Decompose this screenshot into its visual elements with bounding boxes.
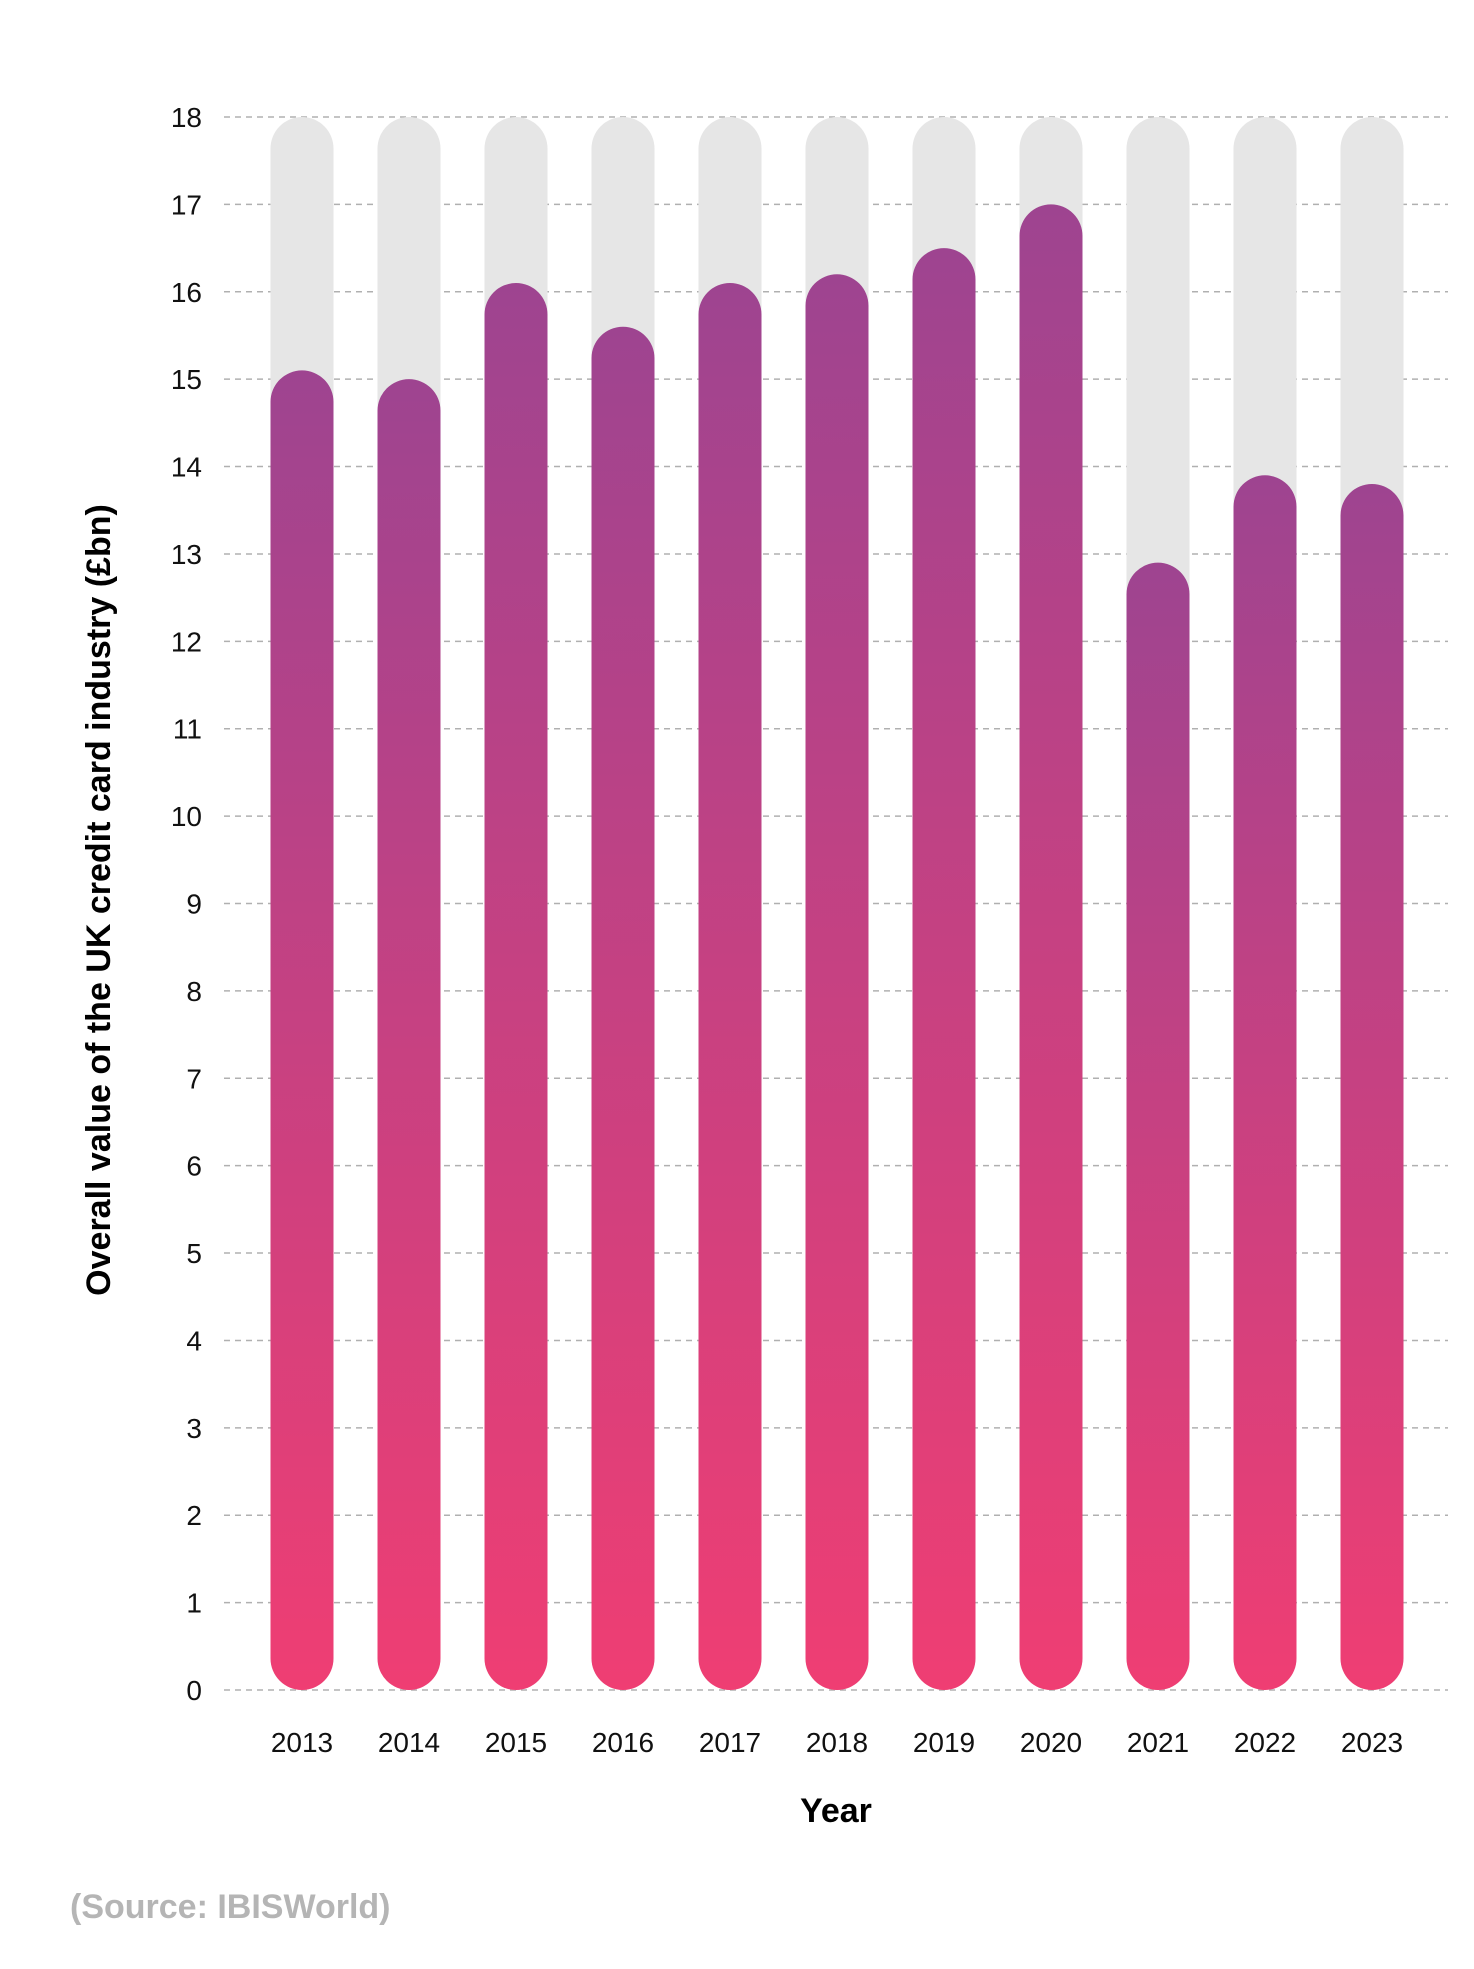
y-tick-label: 7	[186, 1063, 202, 1094]
y-tick-label: 18	[171, 102, 202, 133]
y-tick-label: 16	[171, 277, 202, 308]
y-tick-label: 8	[186, 976, 202, 1007]
y-tick-label: 1	[186, 1588, 202, 1619]
x-tick-label: 2022	[1234, 1727, 1296, 1758]
bar-2020	[1019, 204, 1083, 1690]
y-tick-label: 2	[186, 1500, 202, 1531]
bar-2022	[1233, 475, 1297, 1691]
y-tick-label: 5	[186, 1238, 202, 1269]
x-tick-label: 2019	[913, 1727, 975, 1758]
x-tick-label: 2021	[1127, 1727, 1189, 1758]
y-axis-title: Overall value of the UK credit card indu…	[80, 504, 118, 1296]
y-tick-label: 9	[186, 889, 202, 920]
source-note: (Source: IBISWorld)	[70, 1888, 391, 1926]
x-tick-label: 2018	[806, 1727, 868, 1758]
bar-2015	[484, 283, 548, 1690]
x-axis-title: Year	[800, 1792, 872, 1830]
x-tick-label: 2016	[592, 1727, 654, 1758]
bar-2013	[270, 370, 334, 1691]
y-tick-label: 10	[171, 801, 202, 832]
y-tick-label: 15	[171, 364, 202, 395]
y-tick-label: 0	[186, 1675, 202, 1706]
bar-2016	[591, 326, 655, 1690]
bar-2019	[912, 248, 976, 1690]
x-tick-label: 2015	[485, 1727, 547, 1758]
bar-2018	[805, 274, 869, 1690]
bar-2021	[1126, 562, 1190, 1691]
y-tick-label: 12	[171, 626, 202, 657]
y-tick-label: 11	[173, 714, 202, 745]
bar-2014	[377, 379, 441, 1690]
x-tick-label: 2017	[699, 1727, 761, 1758]
y-tick-label: 13	[171, 539, 202, 570]
y-tick-label: 14	[171, 452, 202, 483]
x-tick-label: 2020	[1020, 1727, 1082, 1758]
y-tick-label: 17	[171, 189, 202, 220]
y-tick-label: 6	[186, 1151, 202, 1182]
x-tick-label: 2014	[378, 1727, 440, 1758]
x-tick-label: 2013	[271, 1727, 333, 1758]
y-tick-label: 4	[186, 1325, 202, 1356]
x-tick-label: 2023	[1341, 1727, 1403, 1758]
bar-2017	[698, 283, 762, 1690]
y-tick-label: 3	[186, 1413, 202, 1444]
bar-2023	[1340, 484, 1404, 1691]
